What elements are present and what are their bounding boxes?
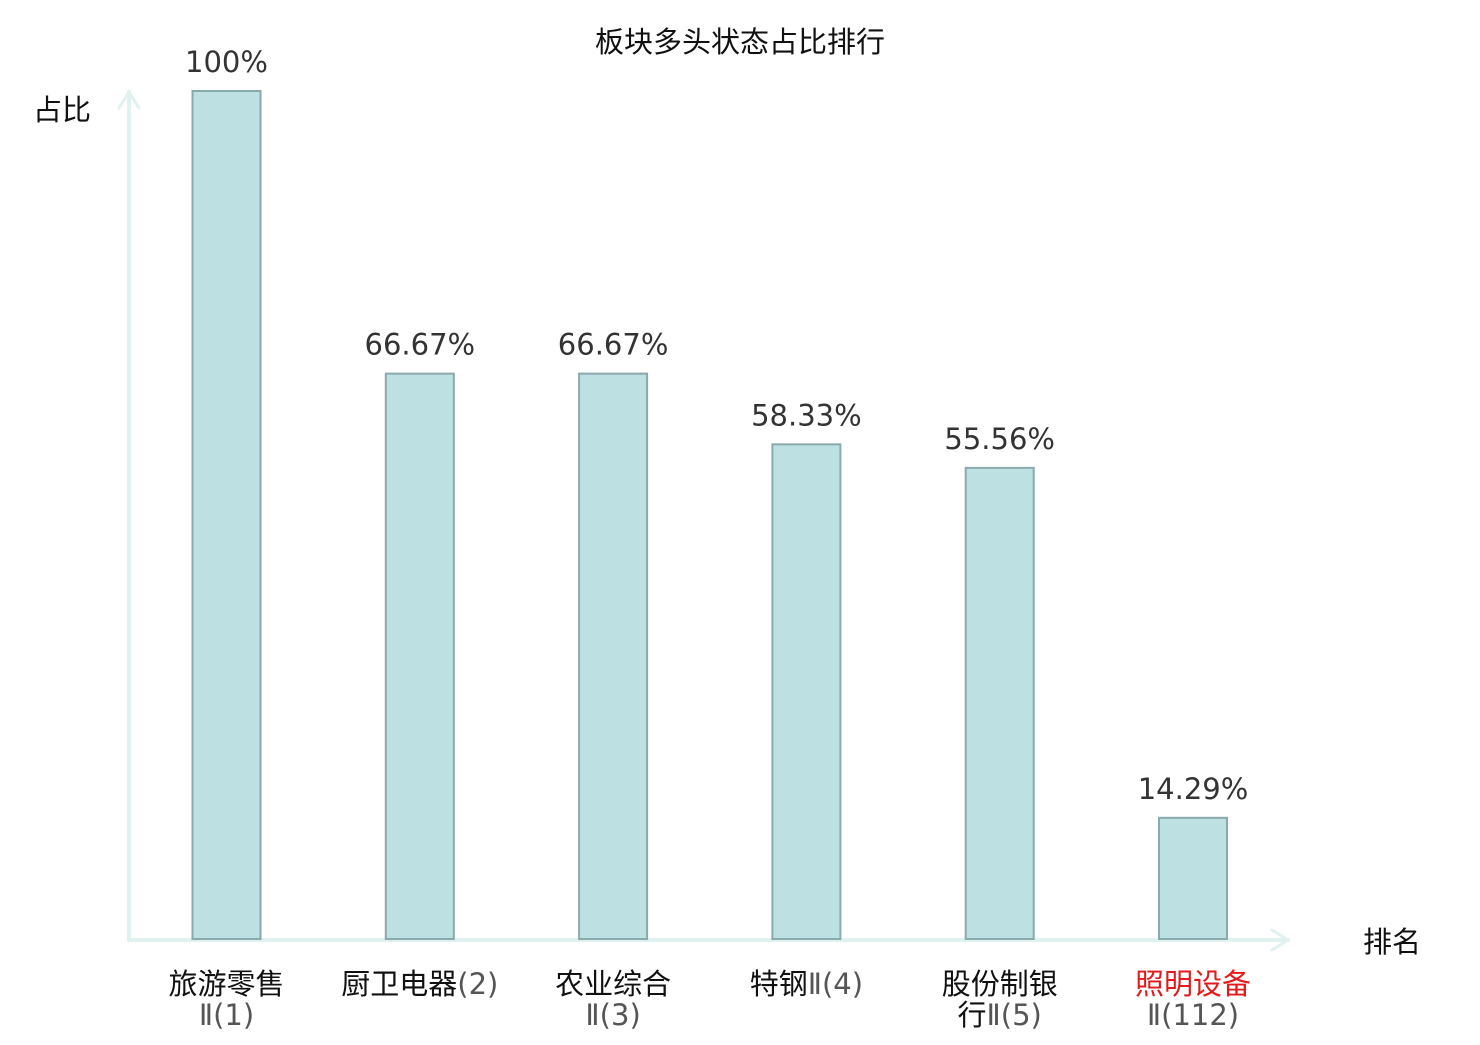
- x-axis-arrow: [1270, 928, 1290, 952]
- bar: [964, 466, 1035, 940]
- category-label-line2: Ⅱ(112): [1147, 998, 1239, 1032]
- bar-value-label: 66.67%: [558, 328, 669, 362]
- category-label: 照明设备: [1135, 967, 1251, 1001]
- bar: [578, 372, 649, 940]
- category-label: 股份制银: [942, 967, 1058, 1001]
- category-label: 特钢Ⅱ(4): [750, 967, 863, 1001]
- bar: [1158, 816, 1228, 940]
- bars-group: [191, 90, 1228, 940]
- bar-value-label: 66.67%: [365, 328, 476, 362]
- category-label: 厨卫电器(2): [341, 967, 498, 1001]
- bar: [384, 372, 455, 940]
- bar-value-label: 14.29%: [1138, 772, 1249, 806]
- category-label: 旅游零售: [168, 967, 284, 1001]
- y-axis-arrow: [117, 90, 141, 110]
- category-label-line2: Ⅱ(1): [199, 998, 254, 1032]
- category-label-line2: Ⅱ(3): [585, 998, 640, 1032]
- x-axis-label: 排名: [1363, 925, 1421, 959]
- category-label-line2: 行Ⅱ(5): [958, 998, 1042, 1032]
- bar-value-label: 58.33%: [751, 398, 862, 432]
- bar-value-label: 55.56%: [944, 422, 1055, 456]
- bar: [771, 443, 842, 940]
- chart-title: 板块多头状态占比排行: [595, 25, 885, 59]
- bar-value-label: 100%: [185, 45, 268, 79]
- value-labels-group: 100% 66.67% 66.67% 58.33% 55.56% 14.29%: [185, 45, 1248, 806]
- y-axis-label: 占比: [33, 93, 91, 127]
- category-label: 农业综合: [555, 967, 671, 1001]
- bar: [191, 90, 262, 940]
